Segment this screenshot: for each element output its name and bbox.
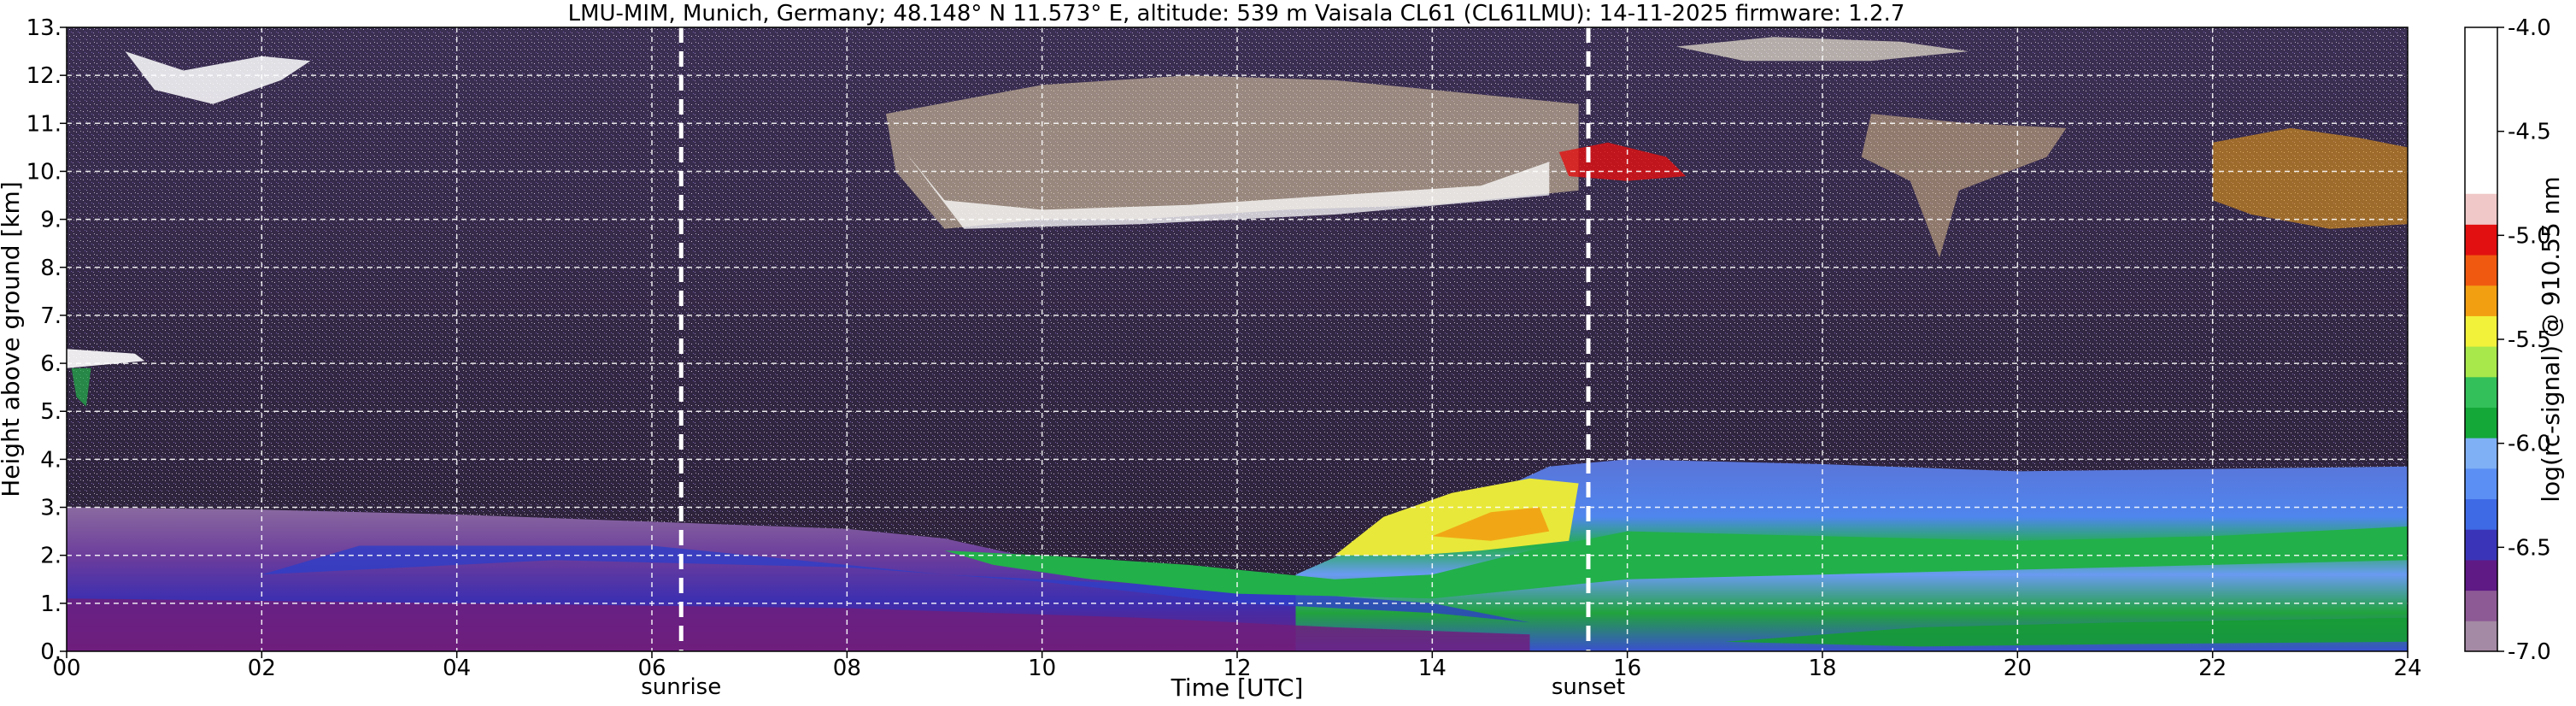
x-tick-label: 10 xyxy=(1028,656,1056,681)
x-tick-label: 06 xyxy=(637,656,666,681)
x-tick-label: 12 xyxy=(1223,656,1251,681)
y-axis: 0. 1. 2. 3. 4. 5. 6. 7. 8. 9. 10. 11. 12. 13. xyxy=(26,15,67,665)
x-tick-label: 00 xyxy=(52,656,80,681)
x-tick-label: 22 xyxy=(2198,656,2227,681)
colorbar-tick-label: -5.0 xyxy=(2508,223,2551,249)
y-tick-label: 6. xyxy=(40,351,62,377)
boundary-layer-core xyxy=(67,598,1530,651)
colorbar-segment xyxy=(2465,376,2497,408)
x-axis: sunrise sunset 00 02 04 06 08 10 12 14 16 18 20 22 24 xyxy=(52,651,2422,700)
x-tick-label: 04 xyxy=(443,656,471,681)
colorbar-segment xyxy=(2465,407,2497,438)
y-tick-label: 5. xyxy=(40,399,62,425)
colorbar-tick-label: -5.5 xyxy=(2508,327,2551,353)
cloud-early-tail xyxy=(71,368,91,407)
y-tick-label: 1. xyxy=(40,591,62,617)
colorbar-label: log(rc-signal) @ 910.55 nm xyxy=(2537,176,2565,502)
colorbar-segment xyxy=(2465,315,2497,347)
y-tick-label: 11. xyxy=(26,111,62,137)
colorbar-tick-label: -6.0 xyxy=(2508,432,2551,457)
x-tick-label: 16 xyxy=(1613,656,1641,681)
x-tick-label: 18 xyxy=(1808,656,1836,681)
x-tick-label: 24 xyxy=(2393,656,2421,681)
colorbar-segment xyxy=(2465,529,2497,561)
colorbar-segment xyxy=(2465,285,2497,316)
colorbar-tick-label: -6.5 xyxy=(2508,535,2551,561)
colorbar-tick-label: -4.0 xyxy=(2508,15,2551,41)
colorbar-tick-label: -7.0 xyxy=(2508,639,2551,665)
y-tick-label: 10. xyxy=(26,159,62,185)
blue-band xyxy=(261,545,1530,623)
y-tick-label: 0. xyxy=(40,639,62,665)
x-tick-label: 08 xyxy=(833,656,861,681)
cirrus-mid-base xyxy=(905,152,1550,229)
colorbar-segment xyxy=(2465,346,2497,378)
grid-lines xyxy=(67,27,2408,651)
colorbar-tick-label: -4.5 xyxy=(2508,120,2551,145)
marker-label-sunrise: sunrise xyxy=(641,674,721,700)
y-tick-label: 13. xyxy=(26,15,62,41)
marker-label-sunset: sunset xyxy=(1552,674,1625,700)
colorbar-segment xyxy=(2465,193,2497,225)
cirrus-far-right xyxy=(2212,127,2408,229)
green-layer xyxy=(944,527,2408,599)
orange-core xyxy=(1432,507,1550,541)
y-axis-label: Height above ground [km] xyxy=(0,181,25,497)
colorbar-segment xyxy=(2465,224,2497,256)
y-tick-label: 12. xyxy=(26,63,62,89)
chart-title: LMU-MIM, Munich, Germany; 48.148° N 11.5… xyxy=(568,1,1905,26)
cirrus-mid xyxy=(886,75,1579,229)
cirrus-right xyxy=(1861,114,2067,258)
x-tick-label: 02 xyxy=(248,656,276,681)
colorbar-segment xyxy=(2465,255,2497,286)
x-axis-label: Time [UTC] xyxy=(1171,674,1304,702)
colorbar-segment xyxy=(2465,468,2497,500)
y-tick-label: 8. xyxy=(40,256,62,281)
y-tick-label: 3. xyxy=(40,496,62,521)
colorbar: -4.0 -4.5 -5.0 -5.5 -6.0 -6.5 -7.0 xyxy=(2464,15,2551,665)
x-tick-label: 14 xyxy=(1418,656,1446,681)
colorbar-segment xyxy=(2465,559,2497,591)
y-tick-label: 9. xyxy=(40,208,62,233)
y-tick-label: 7. xyxy=(40,303,62,329)
y-tick-label: 4. xyxy=(40,447,62,473)
lower-green-band xyxy=(1724,617,2408,647)
colorbar-segment xyxy=(2465,590,2497,621)
colorbar-segment xyxy=(2465,621,2497,652)
cirrus-early xyxy=(125,51,311,104)
colorbar-segment xyxy=(2465,27,2497,194)
plot-area xyxy=(66,26,2409,652)
colorbar-segment xyxy=(2465,498,2497,530)
x-tick-label: 20 xyxy=(2004,656,2032,681)
colorbar-segment xyxy=(2465,438,2497,469)
y-tick-label: 2. xyxy=(40,544,62,569)
